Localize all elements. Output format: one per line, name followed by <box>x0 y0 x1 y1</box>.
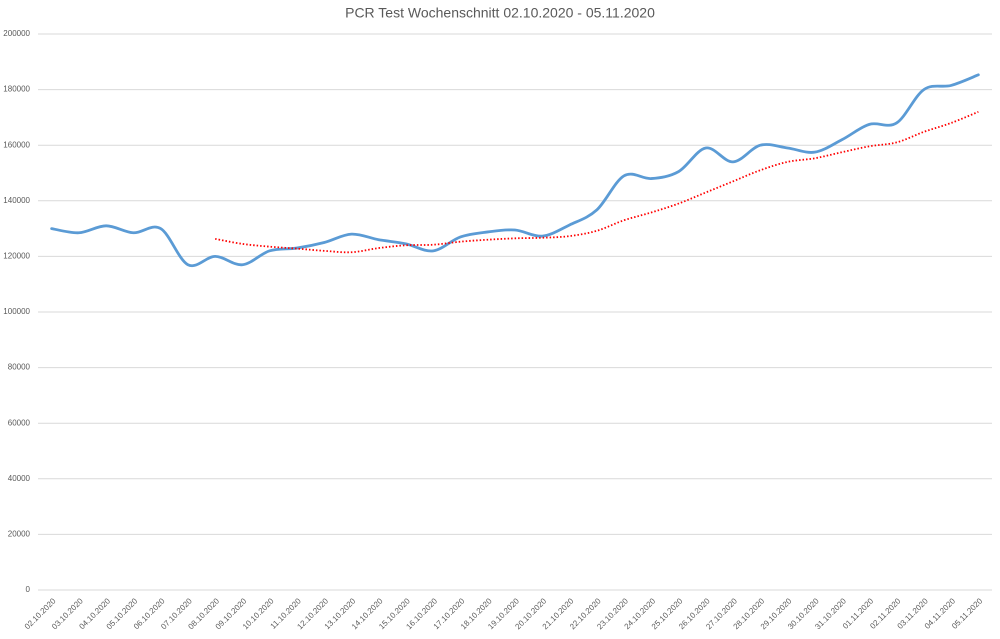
y-tick-label: 40000 <box>8 474 31 483</box>
y-tick-label: 60000 <box>8 418 31 427</box>
y-tick-label: 140000 <box>3 196 30 205</box>
y-tick-label: 100000 <box>3 307 30 316</box>
line-series <box>50 73 980 268</box>
chart-title: PCR Test Wochenschnitt 02.10.2020 - 05.1… <box>345 5 655 21</box>
y-tick-label: 80000 <box>8 363 31 372</box>
y-tick-label: 200000 <box>3 29 30 38</box>
y-tick-label: 180000 <box>3 85 30 94</box>
y-tick-label: 0 <box>26 585 31 594</box>
y-tick-label: 120000 <box>3 252 30 261</box>
y-tick-label: 20000 <box>8 530 31 539</box>
y-tick-label: 160000 <box>3 140 30 149</box>
